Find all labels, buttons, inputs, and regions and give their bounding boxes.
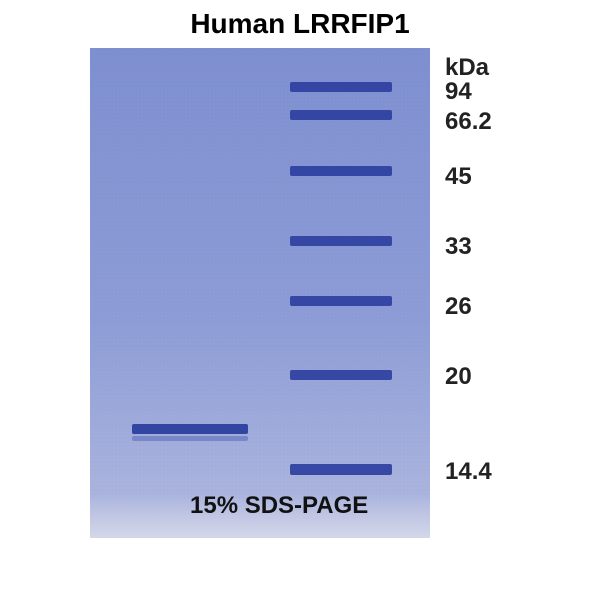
mw-label: 20 [445, 363, 472, 391]
ladder-band [290, 370, 392, 380]
gel-image: 15% SDS-PAGE [90, 48, 430, 538]
mw-label: 66.2 [445, 108, 492, 136]
figure-title: Human LRRFIP1 [0, 8, 600, 40]
sample-band [132, 436, 248, 441]
sds-page-figure: Human LRRFIP1 15% SDS-PAGE kDa 9466.2453… [0, 0, 600, 600]
ladder-band [290, 296, 392, 306]
mw-label: 33 [445, 233, 472, 261]
mw-label: 26 [445, 293, 472, 321]
ladder-lane [290, 48, 392, 538]
ladder-band [290, 236, 392, 246]
mw-label: 45 [445, 163, 472, 191]
gel-condition-label: 15% SDS-PAGE [190, 492, 368, 520]
sample-lane [132, 48, 248, 538]
ladder-band [290, 110, 392, 120]
sample-band [132, 424, 248, 434]
mw-label: 94 [445, 78, 472, 106]
ladder-band [290, 82, 392, 92]
ladder-band [290, 166, 392, 176]
mw-label: 14.4 [445, 458, 492, 486]
ladder-band [290, 464, 392, 475]
